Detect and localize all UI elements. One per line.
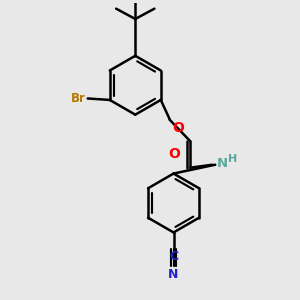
Text: Br: Br bbox=[71, 92, 86, 105]
Text: O: O bbox=[168, 147, 180, 161]
Text: N: N bbox=[217, 157, 228, 170]
Text: C: C bbox=[169, 250, 178, 263]
Text: N: N bbox=[168, 268, 179, 281]
Text: O: O bbox=[172, 122, 184, 135]
Text: H: H bbox=[229, 154, 238, 164]
